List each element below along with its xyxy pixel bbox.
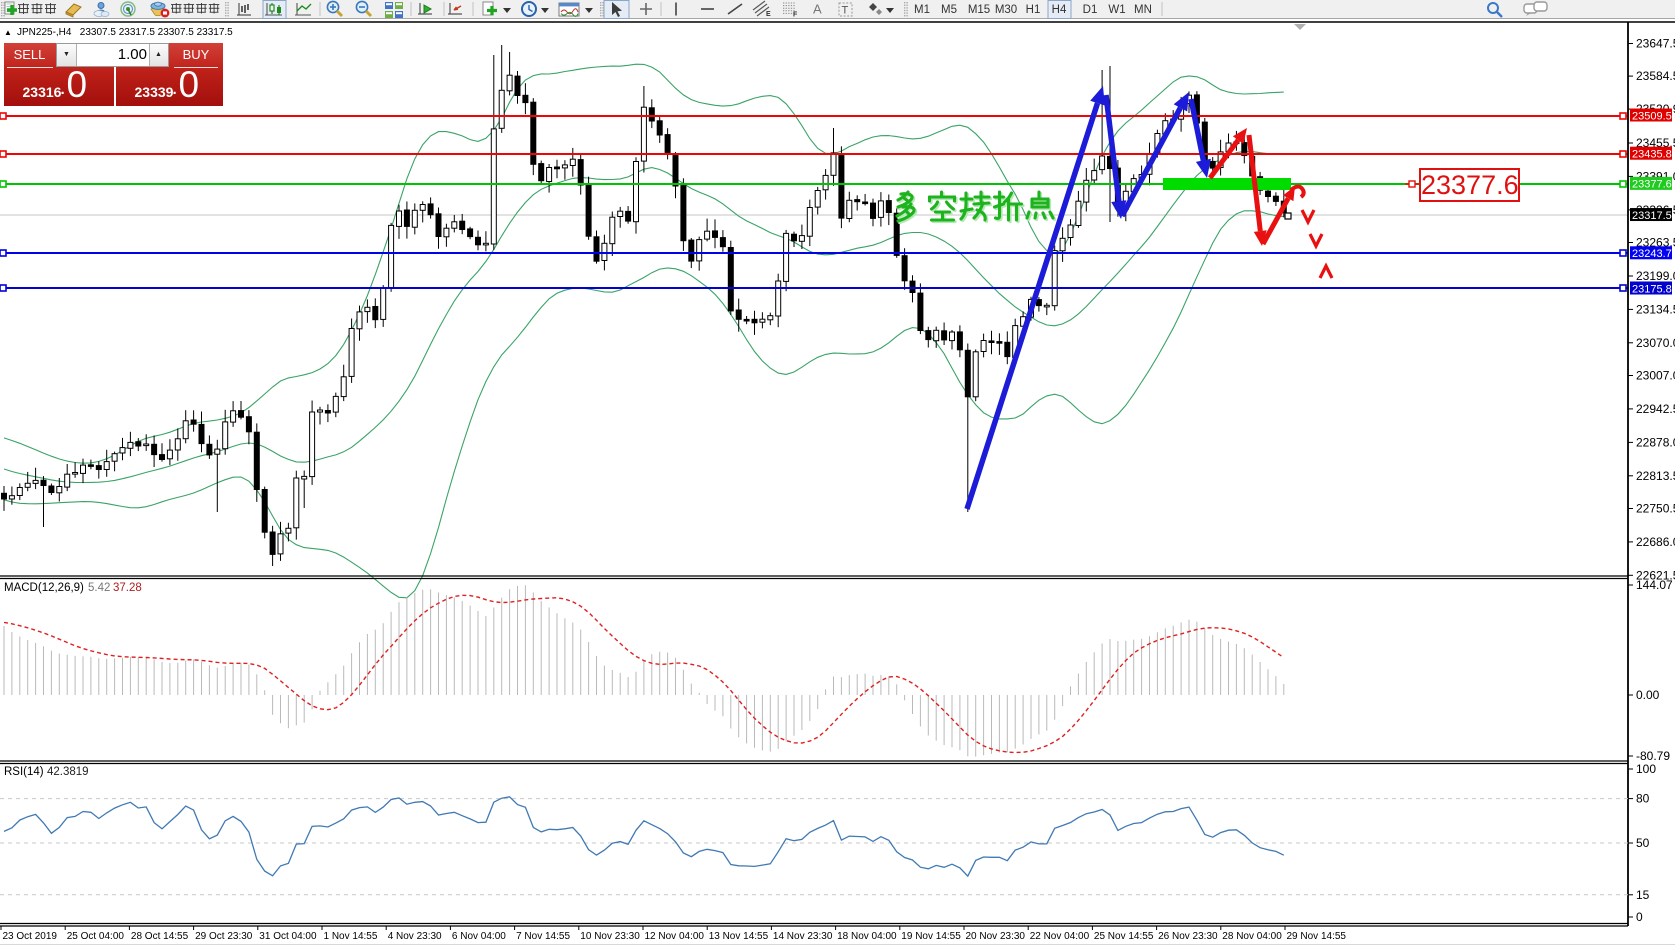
svg-text:80: 80: [1636, 792, 1650, 806]
svg-text:0.00: 0.00: [1636, 688, 1660, 702]
svg-text:23007.0: 23007.0: [1636, 369, 1675, 383]
svg-text:22878.0: 22878.0: [1636, 435, 1675, 449]
svg-text:MACD(12,26,9): MACD(12,26,9): [4, 582, 84, 594]
svg-text:29 Nov 14:55: 29 Nov 14:55: [1287, 931, 1347, 942]
svg-text:22813.5: 22813.5: [1636, 469, 1675, 483]
svg-text:M30: M30: [995, 4, 1017, 16]
svg-text:42.3819: 42.3819: [47, 766, 89, 778]
svg-text:26 Nov 23:30: 26 Nov 23:30: [1158, 931, 1218, 942]
svg-text:13 Nov 14:55: 13 Nov 14:55: [709, 931, 769, 942]
svg-text:23509.5: 23509.5: [1632, 110, 1672, 122]
svg-text:5.42: 5.42: [88, 582, 110, 594]
svg-text:144.07: 144.07: [1636, 578, 1673, 592]
svg-text:22942.5: 22942.5: [1636, 402, 1675, 416]
svg-text:4 Nov 23:30: 4 Nov 23:30: [388, 931, 442, 942]
svg-text:M15: M15: [968, 4, 990, 16]
svg-text:15: 15: [1636, 888, 1650, 902]
svg-text:29 Oct 23:30: 29 Oct 23:30: [195, 931, 253, 942]
svg-text:10 Nov 23:30: 10 Nov 23:30: [580, 931, 640, 942]
svg-text:22621.5: 22621.5: [1636, 568, 1675, 582]
svg-text:H1: H1: [1026, 4, 1041, 16]
svg-text:F: F: [793, 12, 798, 19]
svg-text:RSI(14): RSI(14): [4, 766, 44, 778]
svg-text:MN: MN: [1134, 4, 1152, 16]
svg-text:28 Nov 04:00: 28 Nov 04:00: [1222, 931, 1282, 942]
svg-text:23243.7: 23243.7: [1632, 248, 1672, 260]
svg-text:D1: D1: [1083, 4, 1098, 16]
svg-text:7 Nov 14:55: 7 Nov 14:55: [516, 931, 570, 942]
svg-text:0: 0: [1636, 910, 1643, 924]
svg-text:23134.5: 23134.5: [1636, 302, 1675, 316]
svg-text:23647.5: 23647.5: [1636, 37, 1675, 51]
svg-text:22750.5: 22750.5: [1636, 502, 1675, 516]
svg-text:22686.0: 22686.0: [1636, 535, 1675, 549]
svg-text:23175.8: 23175.8: [1632, 283, 1672, 295]
svg-text:37.28: 37.28: [113, 582, 142, 594]
svg-text:12 Nov 04:00: 12 Nov 04:00: [645, 931, 705, 942]
svg-text:23263.5: 23263.5: [1636, 236, 1675, 250]
svg-text:23317.5: 23317.5: [1632, 210, 1672, 222]
svg-text:A: A: [813, 2, 822, 17]
svg-text:E: E: [766, 11, 771, 18]
svg-text:T: T: [842, 5, 849, 17]
svg-text:23 Oct 2019: 23 Oct 2019: [3, 931, 58, 942]
svg-text:23377.6: 23377.6: [1632, 179, 1672, 191]
svg-text:23070.0: 23070.0: [1636, 336, 1675, 350]
svg-text:23199.0: 23199.0: [1636, 269, 1675, 283]
svg-text:23455.5: 23455.5: [1636, 136, 1675, 150]
svg-text:20 Nov 23:30: 20 Nov 23:30: [966, 931, 1026, 942]
svg-text:18 Nov 04:00: 18 Nov 04:00: [837, 931, 897, 942]
svg-text:19 Nov 14:55: 19 Nov 14:55: [901, 931, 961, 942]
svg-text:M5: M5: [941, 4, 957, 16]
svg-text:31 Oct 04:00: 31 Oct 04:00: [259, 931, 317, 942]
svg-text:100: 100: [1636, 762, 1656, 776]
svg-text:50: 50: [1636, 836, 1650, 850]
svg-text:H4: H4: [1052, 4, 1067, 16]
svg-text:23435.8: 23435.8: [1632, 149, 1672, 161]
svg-text:1 Nov 14:55: 1 Nov 14:55: [324, 931, 378, 942]
svg-text:28 Oct 14:55: 28 Oct 14:55: [131, 931, 189, 942]
svg-text:6 Nov 04:00: 6 Nov 04:00: [452, 931, 506, 942]
svg-text:22 Nov 04:00: 22 Nov 04:00: [1030, 931, 1090, 942]
svg-text:14 Nov 23:30: 14 Nov 23:30: [773, 931, 833, 942]
svg-text:25 Nov 14:55: 25 Nov 14:55: [1094, 931, 1154, 942]
svg-text:M1: M1: [914, 4, 930, 16]
svg-text:25 Oct 04:00: 25 Oct 04:00: [67, 931, 125, 942]
svg-text:-80.79: -80.79: [1636, 749, 1670, 763]
svg-text:23584.5: 23584.5: [1636, 69, 1675, 83]
svg-text:W1: W1: [1108, 4, 1125, 16]
